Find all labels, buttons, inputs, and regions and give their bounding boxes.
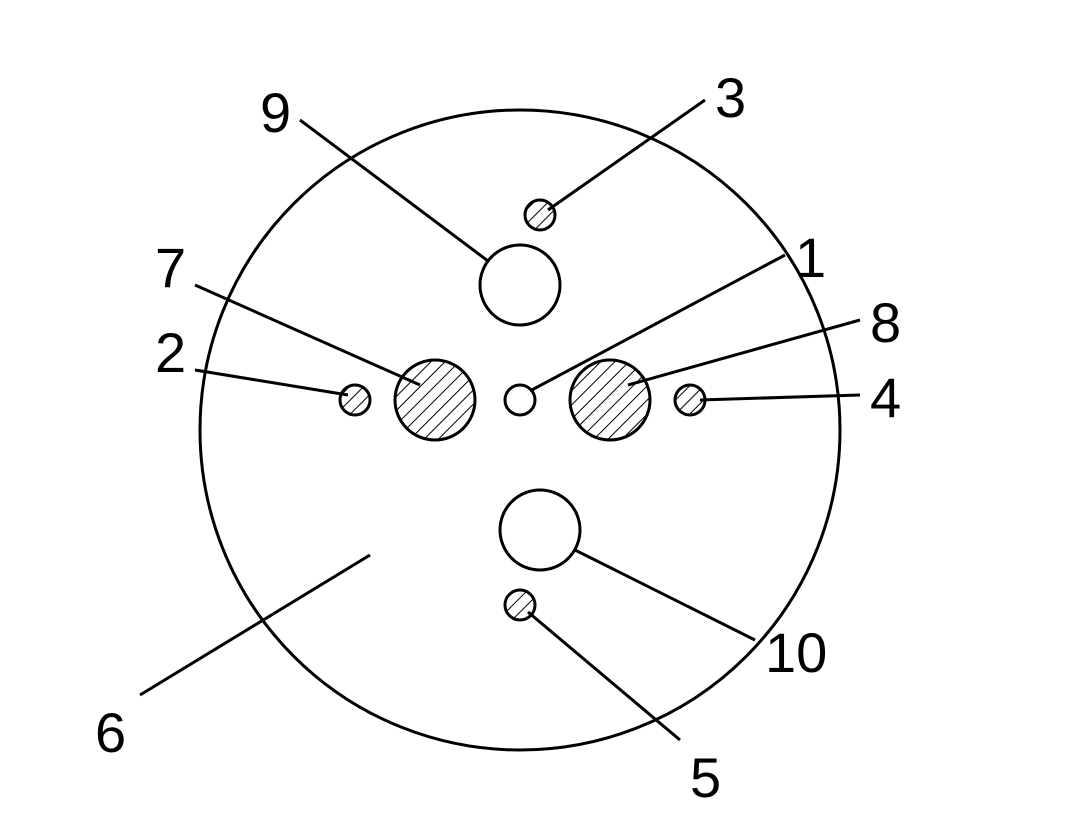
circle-left_medium_hatched [395, 360, 475, 440]
label-4: 4 [870, 365, 901, 430]
circle-left_small [340, 385, 370, 415]
leader-line-1 [528, 255, 785, 392]
label-9: 9 [260, 80, 291, 145]
leader-line-9 [300, 120, 500, 270]
label-2: 2 [155, 320, 186, 385]
circle-top_medium_open [480, 245, 560, 325]
diagram-svg [0, 0, 1068, 834]
label-3: 3 [715, 65, 746, 130]
main-circle [200, 110, 840, 750]
leader-lines [140, 100, 860, 740]
label-1: 1 [795, 225, 826, 290]
leader-line-2 [195, 370, 348, 395]
label-5: 5 [690, 745, 721, 810]
circle-top_small [525, 200, 555, 230]
circle-center_small [505, 385, 535, 415]
leader-line-4 [700, 395, 860, 400]
circle-bottom_small [505, 590, 535, 620]
leader-line-10 [565, 545, 755, 640]
circle-right_medium_hatched [570, 360, 650, 440]
shapes-group [340, 200, 705, 620]
label-10: 10 [765, 620, 827, 685]
leader-line-6 [140, 555, 370, 695]
label-8: 8 [870, 290, 901, 355]
label-7: 7 [155, 235, 186, 300]
circle-right_small [675, 385, 705, 415]
circle-bottom_medium_open [500, 490, 580, 570]
leader-line-5 [528, 612, 680, 740]
label-6: 6 [95, 700, 126, 765]
